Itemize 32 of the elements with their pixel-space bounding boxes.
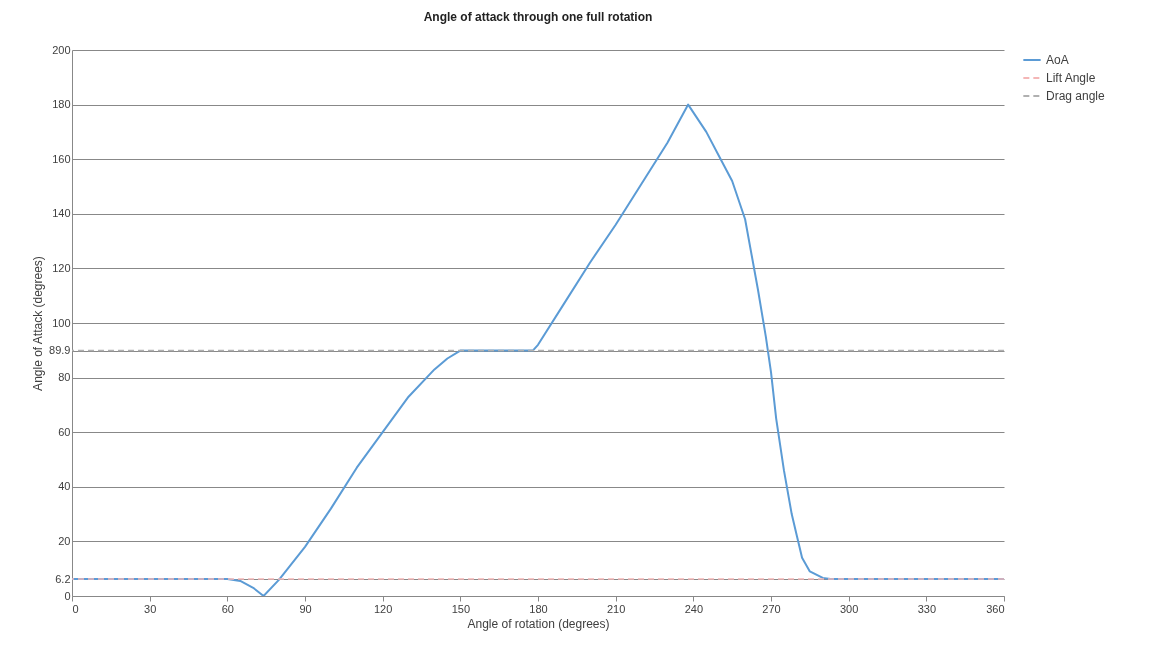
x-tick-label: 0	[72, 602, 79, 615]
y-tick-label: 40	[58, 480, 71, 493]
y-tick-label: 100	[52, 316, 71, 329]
x-tick-label: 300	[839, 602, 859, 615]
x-tick-label: 180	[529, 602, 548, 615]
x-tick-label: 150	[451, 602, 471, 615]
y-tick-label: 6.2	[55, 572, 71, 585]
x-tick-label: 270	[762, 602, 781, 615]
y-tick-label: 180	[52, 98, 71, 111]
x-tick-label: 330	[917, 602, 937, 615]
x-axis-title: Angle of rotation (degrees)	[467, 616, 610, 631]
legend-label: AoA	[1046, 53, 1069, 67]
x-tick-label: 30	[144, 602, 157, 615]
x-tick-label: 240	[684, 602, 704, 615]
x-tick-label: 60	[221, 602, 234, 615]
x-tick-label: 210	[606, 602, 626, 615]
y-tick-label: 80	[58, 371, 71, 384]
y-axis-title: Angle of Attack (degrees)	[31, 256, 46, 391]
y-tick-label: 140	[52, 207, 71, 220]
x-tick-label: 90	[299, 602, 312, 615]
y-tick-label: 60	[58, 425, 71, 438]
x-tick-label: 360	[986, 602, 1005, 615]
chart-title: Angle of attack through one full rotation	[423, 10, 653, 24]
y-tick-label: 20	[58, 534, 71, 547]
y-tick-label: 0	[64, 589, 71, 602]
x-tick-label: 120	[373, 602, 393, 615]
y-tick-label: 160	[52, 152, 71, 165]
legend-label: Drag angle	[1046, 89, 1106, 103]
legend-label: Lift Angle	[1046, 71, 1096, 85]
y-tick-label: 89.9	[49, 344, 71, 357]
y-tick-label: 120	[52, 261, 71, 274]
y-tick-label: 200	[52, 43, 71, 56]
